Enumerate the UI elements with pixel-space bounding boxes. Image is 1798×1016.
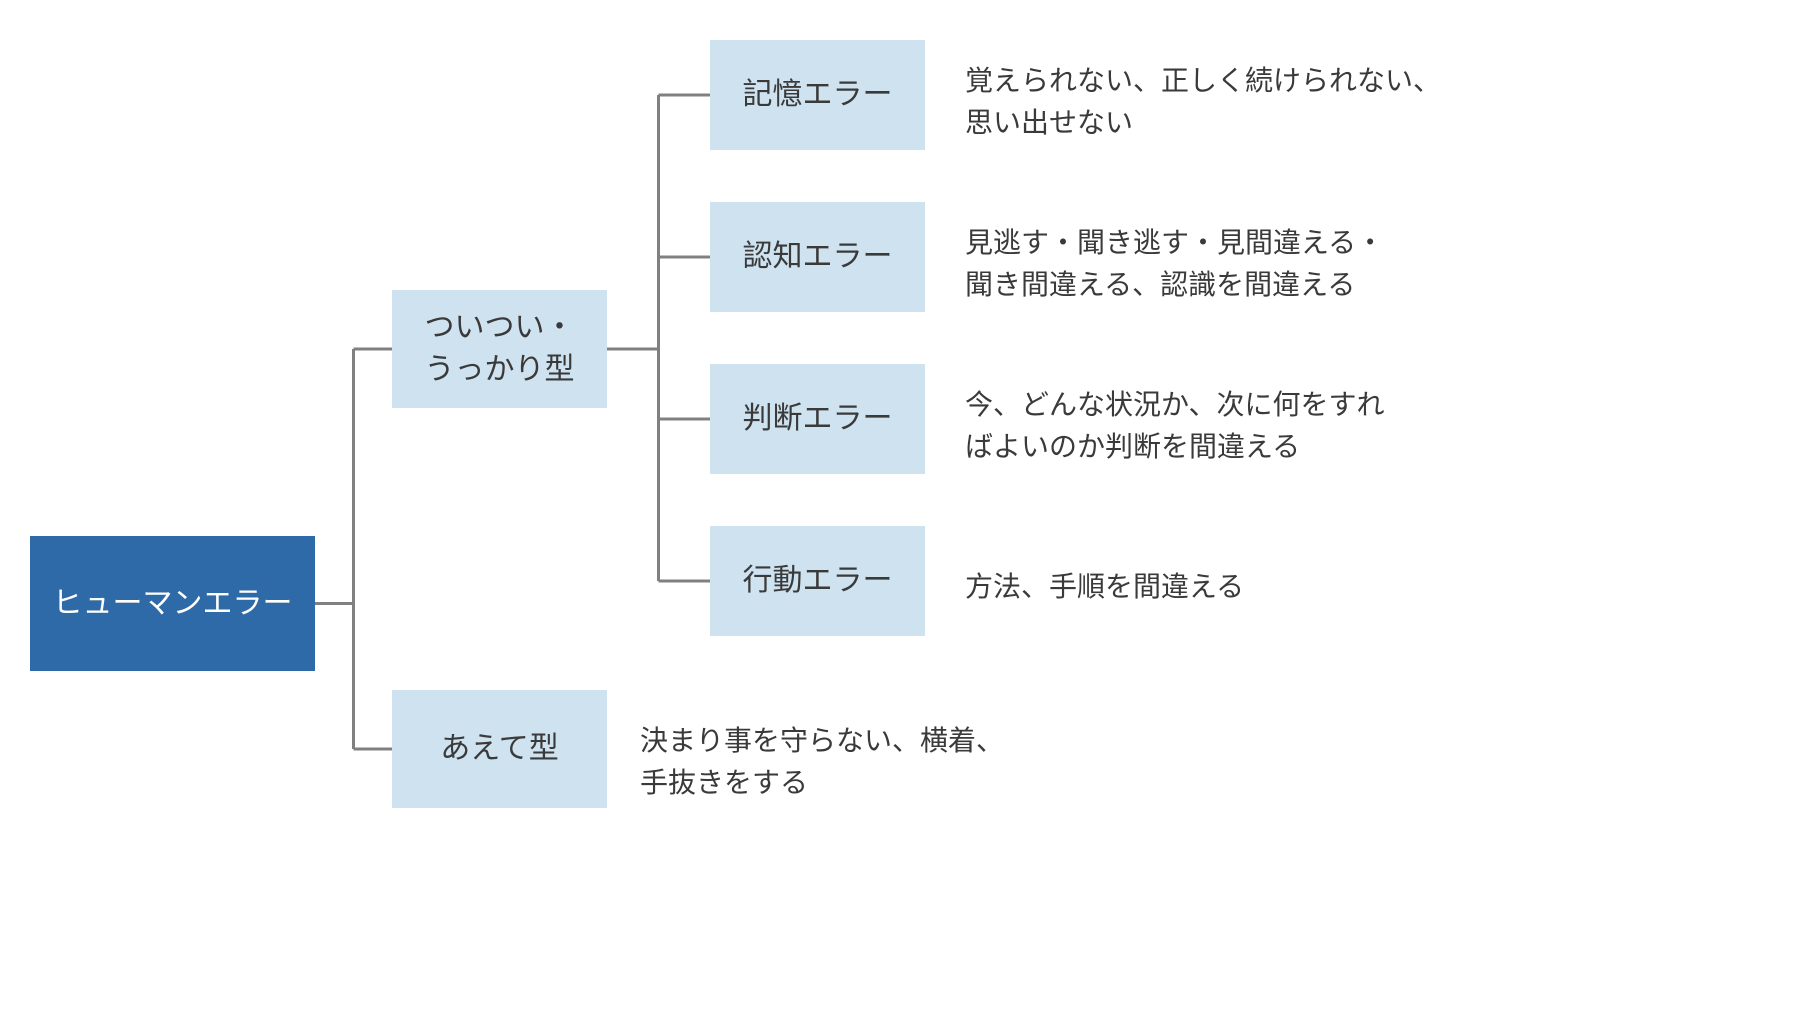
node-type-tsui: ついつい・ うっかり型 (392, 290, 607, 408)
desc-type-aete: 決まり事を守らない、横着、 手抜きをする (640, 720, 1004, 804)
node-err-judgment: 判断エラー (710, 364, 925, 474)
desc-err-action: 方法、手順を間違える (965, 566, 1244, 608)
root-node: ヒューマンエラー (30, 536, 315, 671)
desc-err-cognition: 見逃す・聞き逃す・見間違える・ 聞き間違える、認識を間違える (965, 222, 1384, 306)
node-err-memory: 記憶エラー (710, 40, 925, 150)
node-err-cognition: 認知エラー (710, 202, 925, 312)
desc-err-memory: 覚えられない、正しく続けられない、 思い出せない (965, 60, 1441, 144)
connector-lines (0, 0, 1798, 1016)
desc-err-judgment: 今、どんな状況か、次に何をすれ ばよいのか判断を間違える (965, 384, 1384, 468)
node-type-aete: あえて型 (392, 690, 607, 808)
node-err-action: 行動エラー (710, 526, 925, 636)
